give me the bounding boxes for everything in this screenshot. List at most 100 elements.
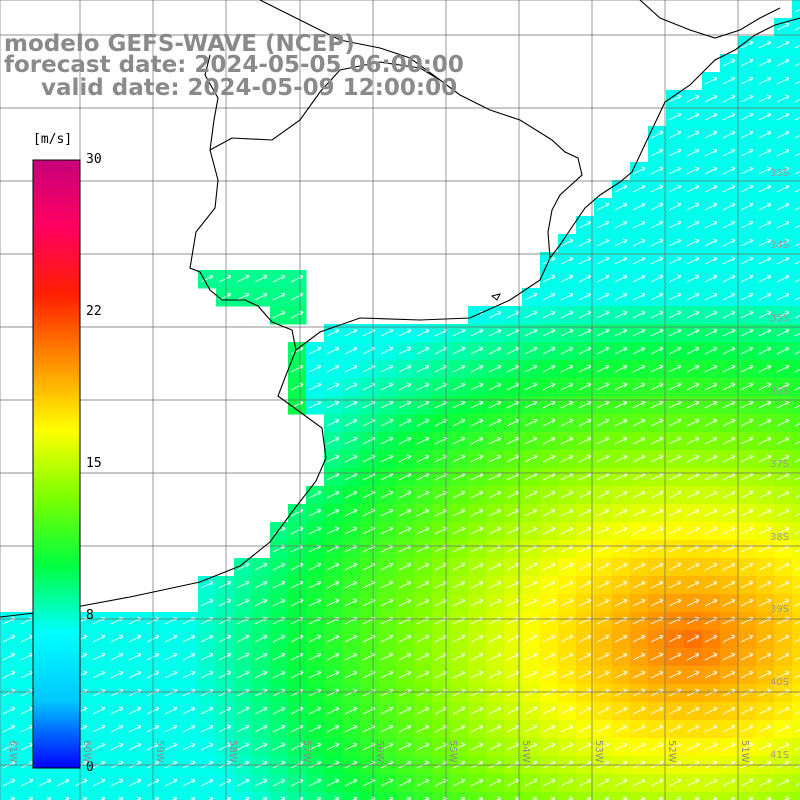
wind-arrow bbox=[236, 292, 250, 301]
wind-arrow bbox=[740, 310, 754, 319]
wind-arrow bbox=[92, 742, 106, 751]
wind-arrow bbox=[398, 724, 412, 733]
wind-arrow bbox=[596, 706, 610, 715]
wind-arrow bbox=[560, 346, 574, 355]
wind-arrow bbox=[326, 400, 340, 409]
wind-arrow bbox=[488, 418, 502, 427]
wind-arrow bbox=[668, 508, 682, 517]
wind-arrow bbox=[704, 148, 718, 157]
wind-arrow bbox=[722, 724, 736, 733]
wind-arrow bbox=[614, 256, 628, 265]
wind-arrow bbox=[560, 778, 574, 787]
wind-arrow bbox=[704, 292, 718, 301]
wind-arrow bbox=[650, 328, 664, 337]
wind-arrow bbox=[110, 652, 124, 661]
wind-arrow bbox=[740, 742, 754, 751]
wind-arrow bbox=[254, 580, 268, 589]
wind-arrow bbox=[524, 436, 538, 445]
wind-arrow bbox=[506, 724, 520, 733]
wind-arrow bbox=[596, 454, 610, 463]
wind-arrow bbox=[488, 562, 502, 571]
wind-arrow bbox=[578, 562, 592, 571]
wind-cell bbox=[792, 342, 800, 361]
wind-arrow bbox=[506, 382, 520, 391]
wind-arrow bbox=[506, 508, 520, 517]
wind-arrow bbox=[380, 580, 394, 589]
wind-arrow bbox=[164, 742, 178, 751]
wind-arrow bbox=[110, 778, 124, 787]
wind-arrow bbox=[776, 40, 790, 49]
wind-arrow bbox=[704, 724, 718, 733]
wind-arrow bbox=[722, 490, 736, 499]
wind-arrow bbox=[506, 706, 520, 715]
wind-arrow bbox=[380, 724, 394, 733]
wind-arrow bbox=[776, 724, 790, 733]
wind-arrow bbox=[740, 364, 754, 373]
wind-arrow bbox=[596, 418, 610, 427]
wind-cell bbox=[792, 702, 800, 721]
wind-arrow bbox=[740, 76, 754, 85]
wind-arrow bbox=[794, 656, 800, 661]
wind-arrow bbox=[740, 526, 754, 535]
colorbar-tick-15: 15 bbox=[86, 456, 102, 471]
wind-arrow bbox=[632, 508, 646, 517]
lat-label-39s: 39S bbox=[770, 604, 790, 615]
wind-arrow bbox=[668, 310, 682, 319]
wind-arrow bbox=[632, 526, 646, 535]
wind-arrow bbox=[272, 292, 286, 301]
wind-arrow bbox=[740, 598, 754, 607]
wind-cell bbox=[792, 774, 800, 793]
wind-arrow bbox=[578, 778, 592, 787]
wind-arrow bbox=[794, 188, 800, 193]
wind-arrow bbox=[326, 742, 340, 751]
wind-arrow bbox=[614, 634, 628, 643]
wind-arrow bbox=[776, 166, 790, 175]
wind-arrow bbox=[398, 400, 412, 409]
wind-arrow bbox=[524, 508, 538, 517]
wind-arrow bbox=[524, 490, 538, 499]
wind-arrow bbox=[704, 580, 718, 589]
wind-arrow bbox=[758, 724, 772, 733]
wind-arrow bbox=[596, 634, 610, 643]
wind-arrow bbox=[722, 742, 736, 751]
wind-arrow bbox=[506, 580, 520, 589]
wind-arrow bbox=[596, 670, 610, 679]
wind-arrow bbox=[398, 490, 412, 499]
lon-label-53w: 53W bbox=[593, 740, 604, 763]
wind-cell bbox=[252, 792, 271, 800]
wind-arrow bbox=[380, 454, 394, 463]
wind-arrow bbox=[794, 512, 800, 517]
wind-arrow bbox=[632, 292, 646, 301]
wind-arrow bbox=[452, 508, 466, 517]
wind-arrow bbox=[704, 166, 718, 175]
wind-arrow bbox=[506, 400, 520, 409]
wind-arrow bbox=[542, 580, 556, 589]
wind-arrow bbox=[470, 742, 484, 751]
wind-arrow bbox=[614, 274, 628, 283]
wind-arrow bbox=[452, 688, 466, 697]
wind-arrow bbox=[776, 778, 790, 787]
wind-arrow bbox=[254, 706, 268, 715]
wind-arrow bbox=[236, 706, 250, 715]
wind-arrow bbox=[398, 508, 412, 517]
wind-arrow bbox=[668, 652, 682, 661]
colorbar-units: [m/s] bbox=[33, 132, 73, 147]
wind-arrow bbox=[794, 548, 800, 553]
wind-arrow bbox=[596, 778, 610, 787]
wind-arrow bbox=[272, 598, 286, 607]
wind-arrow bbox=[758, 454, 772, 463]
wind-arrow bbox=[722, 256, 736, 265]
wind-arrow bbox=[524, 778, 538, 787]
wind-arrow bbox=[632, 652, 646, 661]
wind-arrow bbox=[380, 400, 394, 409]
wind-arrow bbox=[272, 742, 286, 751]
wind-arrow bbox=[758, 652, 772, 661]
wind-arrow bbox=[308, 688, 322, 697]
wind-arrow bbox=[686, 742, 700, 751]
wind-arrow bbox=[794, 8, 800, 13]
wind-arrow bbox=[776, 418, 790, 427]
wind-arrow bbox=[632, 742, 646, 751]
wind-cell bbox=[630, 792, 649, 800]
wind-arrow bbox=[686, 454, 700, 463]
wind-arrow bbox=[164, 778, 178, 787]
